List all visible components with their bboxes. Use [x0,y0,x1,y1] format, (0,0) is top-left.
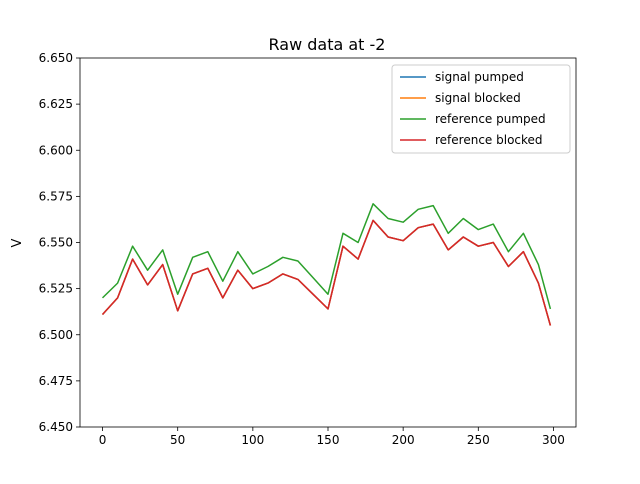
chart-title: Raw data at -2 [269,35,386,54]
x-tick-label: 100 [241,433,264,447]
series-line-reference-blocked [101,219,552,326]
x-tick-label: 250 [467,433,490,447]
y-tick-label: 6.625 [39,97,73,111]
legend-label: reference blocked [435,133,543,147]
x-tick-label: 150 [317,433,340,447]
y-tick-label: 6.650 [39,51,73,65]
y-tick-label: 6.550 [39,236,73,250]
x-tick-label: 0 [99,433,107,447]
x-tick-label: 300 [542,433,565,447]
y-tick-label: 6.600 [39,143,73,157]
y-tick-label: 6.500 [39,328,73,342]
y-tick-label: 6.475 [39,374,73,388]
y-tick-label: 6.450 [39,420,73,434]
x-tick-label: 50 [170,433,185,447]
legend-label: signal blocked [435,91,521,105]
y-tick-label: 6.575 [39,189,73,203]
legend-label: reference pumped [435,112,546,126]
series-line-reference-pumped [101,203,552,310]
legend-label: signal pumped [435,70,524,84]
legend-box [391,64,571,154]
plot-area: 0 50 100 150 200 250 300 6.450 6.475 6.500 6.525 6.… [39,51,577,447]
x-tick-label: 200 [392,433,415,447]
y-axis-label: V [10,238,25,247]
y-tick-label: 6.525 [39,282,73,296]
